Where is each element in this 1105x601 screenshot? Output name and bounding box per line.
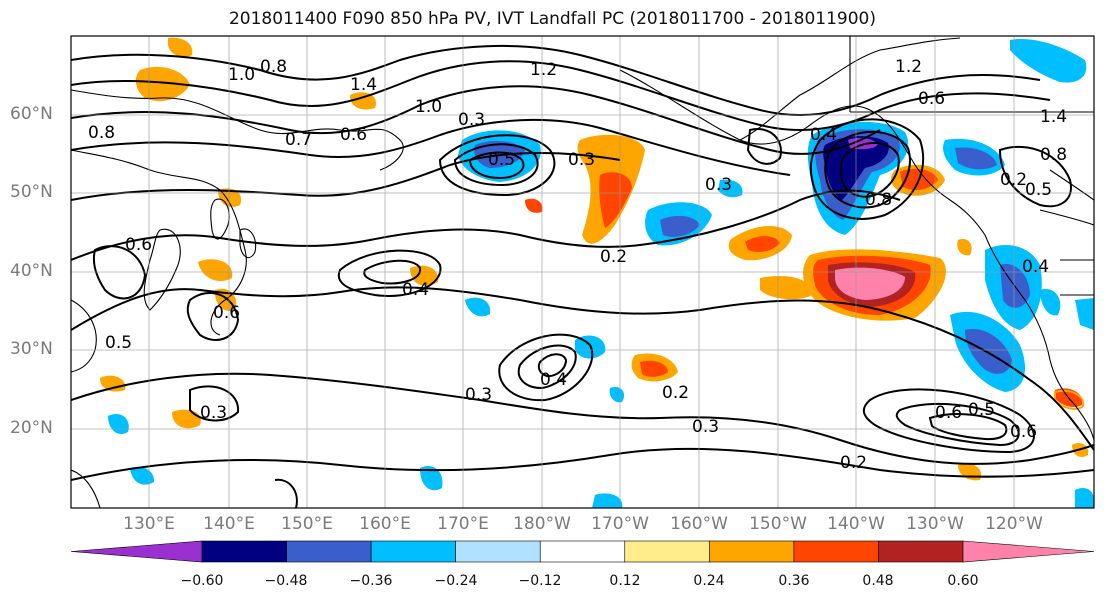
pv-contours (71, 44, 1094, 508)
colorbar-segment (793, 540, 879, 563)
contour-label: 0.6 (918, 89, 945, 109)
contour-label: 0.5 (1025, 180, 1052, 200)
contour-label: 0.3 (705, 175, 732, 195)
lat-label: 20°N (10, 418, 53, 438)
contour-label: 1.2 (895, 57, 922, 77)
contour-labels: 1.2 1.0 1.4 1.0 0.8 0.8 0.7 0.6 0.3 0.5 … (88, 57, 1067, 473)
contour-label: 0.6 (340, 125, 367, 145)
contour-label: 0.2 (840, 453, 867, 473)
map-area: 1.2 1.0 1.4 1.0 0.8 0.8 0.7 0.6 0.3 0.5 … (71, 36, 1094, 508)
contour-label: 0.4 (1022, 257, 1049, 277)
contour-label: 1.0 (228, 65, 255, 85)
contour-label: 0.4 (540, 370, 567, 390)
contour-label: 0.4 (402, 280, 429, 300)
colorbar (70, 540, 1095, 563)
lon-label: 130°E (123, 514, 175, 534)
colorbar-tick-label: −0.12 (518, 573, 562, 589)
contour-label: 0.3 (568, 150, 595, 170)
lon-label: 160°E (359, 514, 411, 534)
contour-label: 0.8 (865, 190, 892, 210)
contour-label: 0.6 (213, 303, 240, 323)
colorbar-tick-label: 0.24 (693, 573, 725, 589)
lon-label: 140°E (203, 514, 255, 534)
lat-label: 60°N (10, 104, 53, 124)
lon-label: 150°E (281, 514, 333, 534)
contour-label: 0.2 (1000, 170, 1027, 190)
contour-label: 1.4 (350, 75, 377, 95)
gridlines (71, 36, 1094, 508)
contour-label: 0.6 (935, 403, 962, 423)
contour-label: 0.8 (260, 57, 287, 77)
lon-label: 140°W (827, 514, 885, 534)
contour-label: 0.4 (810, 125, 837, 145)
lon-label: 170°W (591, 514, 649, 534)
lat-label: 40°N (10, 261, 53, 281)
colorbar-segment (624, 540, 710, 563)
contour-label: 0.6 (125, 235, 152, 255)
lat-label: 30°N (10, 339, 53, 359)
colorbar-segment (962, 540, 1095, 563)
lat-label: 50°N (10, 182, 53, 202)
colorbar-tick-label: −0.36 (349, 573, 393, 589)
colorbar-segment (878, 540, 964, 563)
contour-label: 1.0 (415, 97, 442, 117)
lon-label: 120°W (985, 514, 1043, 534)
contour-label: 0.5 (105, 333, 132, 353)
contour-label: 0.5 (488, 150, 515, 170)
map-frame (70, 35, 1095, 509)
colorbar-tick-label: 0.12 (609, 573, 641, 589)
lon-label: 150°W (749, 514, 807, 534)
contour-label: 0.3 (458, 110, 485, 130)
colorbar-tick-label: −0.60 (180, 573, 224, 589)
colorbar-segment (539, 540, 626, 563)
colorbar-segment (709, 540, 795, 563)
coastlines (71, 36, 1094, 508)
colorbar-tick-label: 0.60 (947, 573, 979, 589)
colorbar-tick-label: 0.36 (778, 573, 810, 589)
contour-label: 0.3 (200, 403, 227, 423)
contour-label: 0.3 (465, 385, 492, 405)
contour-label: 0.8 (1040, 145, 1067, 165)
colorbar-segment (455, 540, 541, 563)
lon-label: 170°E (437, 514, 489, 534)
contour-label: 1.2 (530, 60, 557, 80)
lon-label: 130°W (906, 514, 964, 534)
colorbar-segment (201, 540, 287, 563)
colorbar-segment (70, 540, 203, 563)
lon-label: 160°W (670, 514, 728, 534)
contour-label: 1.4 (1040, 107, 1067, 127)
contour-label: 0.6 (1010, 422, 1037, 442)
colorbar-tick-label: −0.24 (434, 573, 478, 589)
contour-label: 0.2 (662, 383, 689, 403)
contour-label: 0.3 (692, 417, 719, 437)
contour-label: 0.5 (968, 400, 995, 420)
colorbar-tick-label: −0.48 (264, 573, 308, 589)
contour-label: 0.2 (600, 247, 627, 267)
contour-label: 0.7 (285, 130, 312, 150)
contour-label: 0.8 (88, 123, 115, 143)
map-title: 2018011400 F090 850 hPa PV, IVT Landfall… (228, 9, 876, 29)
colorbar-tick-label: 0.48 (862, 573, 894, 589)
colorbar-segment (370, 540, 456, 563)
lon-label: 180°W (513, 514, 571, 534)
colorbar-segment (286, 540, 372, 563)
